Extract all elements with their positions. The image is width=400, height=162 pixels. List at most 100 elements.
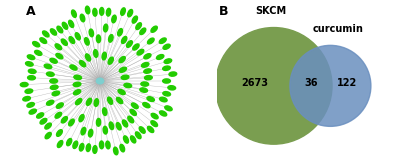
Ellipse shape xyxy=(46,72,54,76)
Ellipse shape xyxy=(163,66,170,70)
Ellipse shape xyxy=(124,136,128,143)
Ellipse shape xyxy=(144,54,151,59)
Ellipse shape xyxy=(50,85,58,89)
Ellipse shape xyxy=(61,117,68,123)
Ellipse shape xyxy=(108,35,113,42)
Ellipse shape xyxy=(61,39,67,45)
Ellipse shape xyxy=(84,38,89,45)
Ellipse shape xyxy=(45,123,51,129)
Text: SKCM: SKCM xyxy=(255,6,286,16)
Ellipse shape xyxy=(100,141,104,149)
Ellipse shape xyxy=(52,91,60,96)
Ellipse shape xyxy=(57,141,63,148)
Ellipse shape xyxy=(85,54,90,61)
Ellipse shape xyxy=(74,75,82,80)
Ellipse shape xyxy=(86,6,90,14)
Ellipse shape xyxy=(120,144,124,152)
Ellipse shape xyxy=(136,132,141,139)
Ellipse shape xyxy=(151,26,157,32)
Ellipse shape xyxy=(102,108,107,116)
Ellipse shape xyxy=(86,144,90,151)
Ellipse shape xyxy=(119,67,126,72)
Ellipse shape xyxy=(86,98,92,105)
Ellipse shape xyxy=(139,127,145,133)
Ellipse shape xyxy=(69,37,75,43)
Ellipse shape xyxy=(56,130,62,136)
Ellipse shape xyxy=(44,64,52,69)
Ellipse shape xyxy=(140,88,148,92)
Ellipse shape xyxy=(94,99,98,106)
Ellipse shape xyxy=(70,65,77,70)
Ellipse shape xyxy=(108,97,113,104)
Ellipse shape xyxy=(28,69,36,73)
Ellipse shape xyxy=(165,106,172,111)
Ellipse shape xyxy=(27,55,35,60)
Ellipse shape xyxy=(76,98,82,105)
Ellipse shape xyxy=(73,141,78,149)
Ellipse shape xyxy=(45,132,51,139)
Ellipse shape xyxy=(144,69,152,73)
Ellipse shape xyxy=(79,144,84,151)
Ellipse shape xyxy=(159,38,166,43)
Ellipse shape xyxy=(106,141,110,149)
Ellipse shape xyxy=(124,83,132,88)
Ellipse shape xyxy=(128,10,133,17)
Ellipse shape xyxy=(163,92,170,96)
Ellipse shape xyxy=(50,58,57,63)
Ellipse shape xyxy=(143,103,150,108)
Ellipse shape xyxy=(55,112,62,118)
Ellipse shape xyxy=(88,129,93,137)
Ellipse shape xyxy=(42,31,49,37)
Ellipse shape xyxy=(142,63,149,67)
Text: B: B xyxy=(219,5,228,18)
Ellipse shape xyxy=(121,8,125,15)
Ellipse shape xyxy=(163,79,170,83)
Text: curcumin: curcumin xyxy=(313,24,364,34)
Ellipse shape xyxy=(116,97,123,104)
Ellipse shape xyxy=(89,29,94,37)
Ellipse shape xyxy=(116,123,121,130)
Ellipse shape xyxy=(81,127,86,135)
Ellipse shape xyxy=(137,49,144,55)
Ellipse shape xyxy=(147,97,154,101)
Ellipse shape xyxy=(104,24,108,32)
Ellipse shape xyxy=(80,61,86,67)
Ellipse shape xyxy=(56,103,63,108)
Text: A: A xyxy=(26,5,35,18)
Ellipse shape xyxy=(118,89,125,95)
Ellipse shape xyxy=(130,136,136,143)
Ellipse shape xyxy=(56,53,63,59)
Ellipse shape xyxy=(40,38,47,43)
Ellipse shape xyxy=(67,139,72,146)
Ellipse shape xyxy=(69,20,74,28)
Ellipse shape xyxy=(27,103,34,107)
Ellipse shape xyxy=(160,97,167,102)
Ellipse shape xyxy=(114,147,118,155)
Ellipse shape xyxy=(118,29,122,36)
Ellipse shape xyxy=(160,111,167,116)
Ellipse shape xyxy=(126,41,132,47)
Ellipse shape xyxy=(28,76,35,80)
Ellipse shape xyxy=(112,15,116,23)
Ellipse shape xyxy=(144,75,152,80)
Ellipse shape xyxy=(46,100,54,105)
Ellipse shape xyxy=(40,118,47,124)
Text: 36: 36 xyxy=(304,78,318,88)
Ellipse shape xyxy=(100,7,104,15)
Ellipse shape xyxy=(136,23,142,29)
Ellipse shape xyxy=(74,90,81,95)
Ellipse shape xyxy=(109,122,114,130)
Ellipse shape xyxy=(80,14,85,22)
Ellipse shape xyxy=(96,35,100,43)
Ellipse shape xyxy=(132,16,138,23)
Ellipse shape xyxy=(108,57,113,64)
Ellipse shape xyxy=(130,109,136,116)
Ellipse shape xyxy=(164,59,172,64)
Ellipse shape xyxy=(148,38,154,44)
Ellipse shape xyxy=(119,57,125,63)
Text: 122: 122 xyxy=(336,78,357,88)
Ellipse shape xyxy=(169,72,177,76)
Ellipse shape xyxy=(25,89,33,93)
Ellipse shape xyxy=(94,50,98,57)
Ellipse shape xyxy=(151,113,158,119)
